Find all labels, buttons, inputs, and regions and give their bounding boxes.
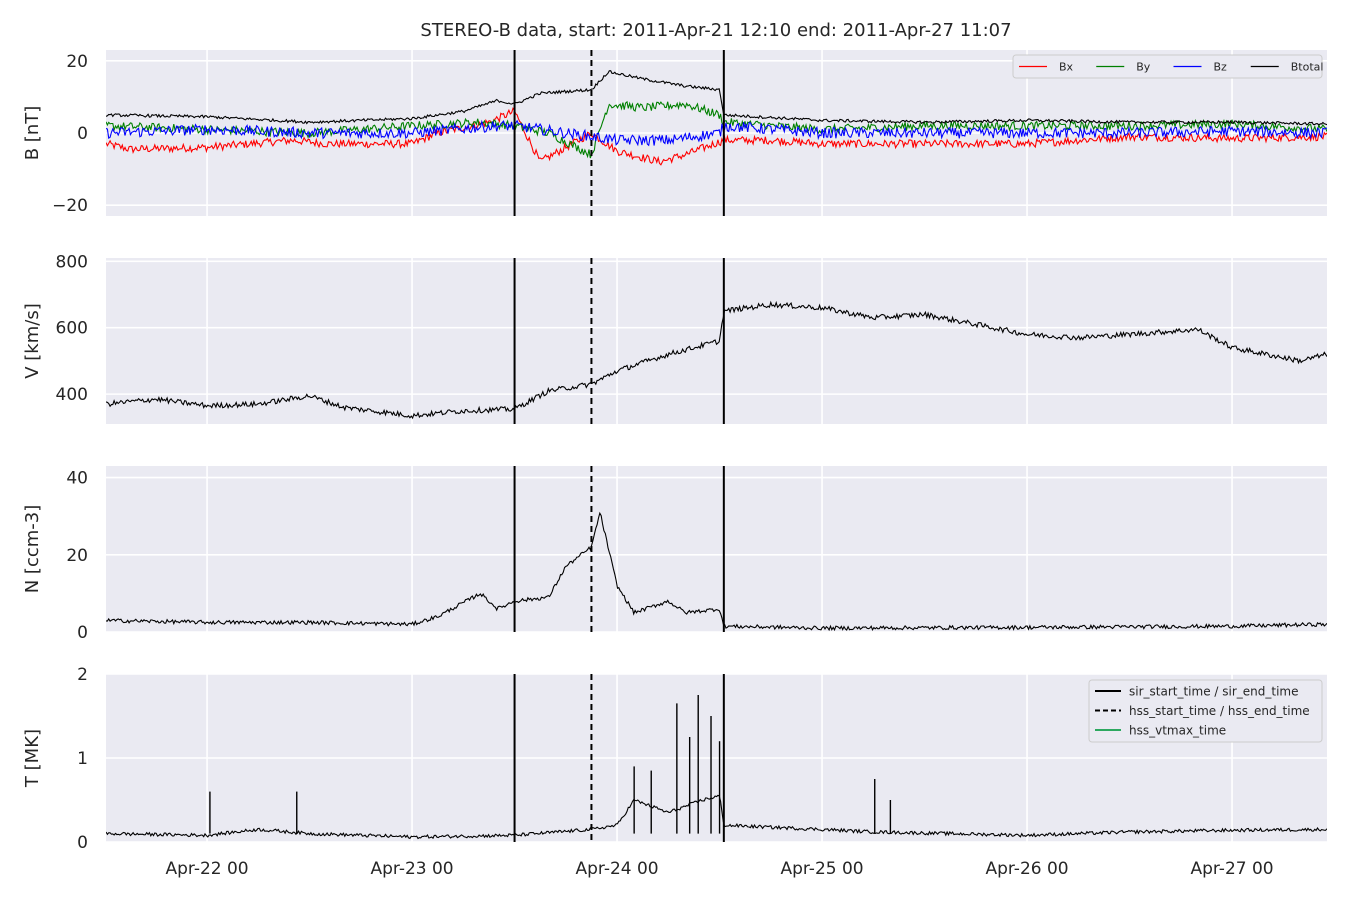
series-line-Bx [106,107,1327,166]
x-tick-label: Apr-23 00 [371,859,454,879]
panel-N: 0 20 40 N [ccm-3] [22,466,1327,643]
series-line-By [106,100,1327,159]
legend-label-Bz: Bz [1214,61,1228,74]
y-axis-label: V [km/s] [22,303,43,378]
y-tick-label: 2 [77,665,88,685]
legend-label: hss_vtmax_time [1129,724,1226,738]
legend-box [1088,679,1323,743]
y-axis-label: B [nT] [22,106,43,161]
panel-T: 0 1 2 T [MK] sir_start_time / sir_end_timehs… [22,665,1327,853]
legend-label-Btotal: Btotal [1291,61,1324,74]
x-tick-label: Apr-22 00 [166,859,249,879]
x-tick-label: Apr-26 00 [985,859,1068,879]
y-tick-label: 20 [66,546,88,566]
y-tick-label: 40 [66,469,88,489]
legend-label: sir_start_time / sir_end_time [1129,685,1299,699]
plot-area-T [106,695,1327,840]
legend-label-By: By [1136,61,1151,74]
x-tick-label: Apr-25 00 [780,859,863,879]
y-tick-label: 600 [56,319,88,339]
panel-background [106,466,1327,632]
y-tick-label: 400 [56,385,88,405]
x-tick-label: Apr-24 00 [576,859,659,879]
y-tick-label: 1 [77,749,88,769]
chart-title: STEREO-B data, start: 2011-Apr-21 12:10 … [420,20,1011,41]
legend-t: sir_start_time / sir_end_time hss_start_t… [1088,679,1323,743]
x-tick-label: Apr-27 00 [1190,859,1273,879]
y-tick-label: 0 [77,124,88,144]
series-line-Btotal [106,70,1327,126]
plot-area-V [106,300,1327,420]
y-tick-label: −20 [52,196,88,216]
y-tick-label: 800 [56,252,88,272]
y-tick-label: 0 [77,833,88,853]
panel-V: 400 600 800 V [km/s] [22,252,1327,424]
y-tick-label: 0 [77,623,88,643]
series-line-T [106,794,1327,840]
plot-area-B [106,70,1327,166]
legend-label: hss_start_time / hss_end_time [1129,704,1310,718]
y-axis-label: T [MK] [22,729,43,788]
y-tick-label: 20 [66,52,88,72]
plot-area-N [106,511,1327,632]
y-axis-label: N [ccm-3] [22,505,43,594]
series-line-N [106,511,1327,632]
legend-b: Bx By Bz Btotal [1012,54,1324,79]
panel-B: −20 0 20 B [nT] Bx By Bz Btotal [22,50,1327,216]
series-line-V [106,300,1327,420]
legend-box [1012,54,1323,79]
series-line-Bz [106,119,1327,147]
legend-label-Bx: Bx [1059,61,1074,74]
x-axis: Apr-22 00 Apr-23 00 Apr-24 00 Apr-25 00 Apr-… [166,859,1274,879]
